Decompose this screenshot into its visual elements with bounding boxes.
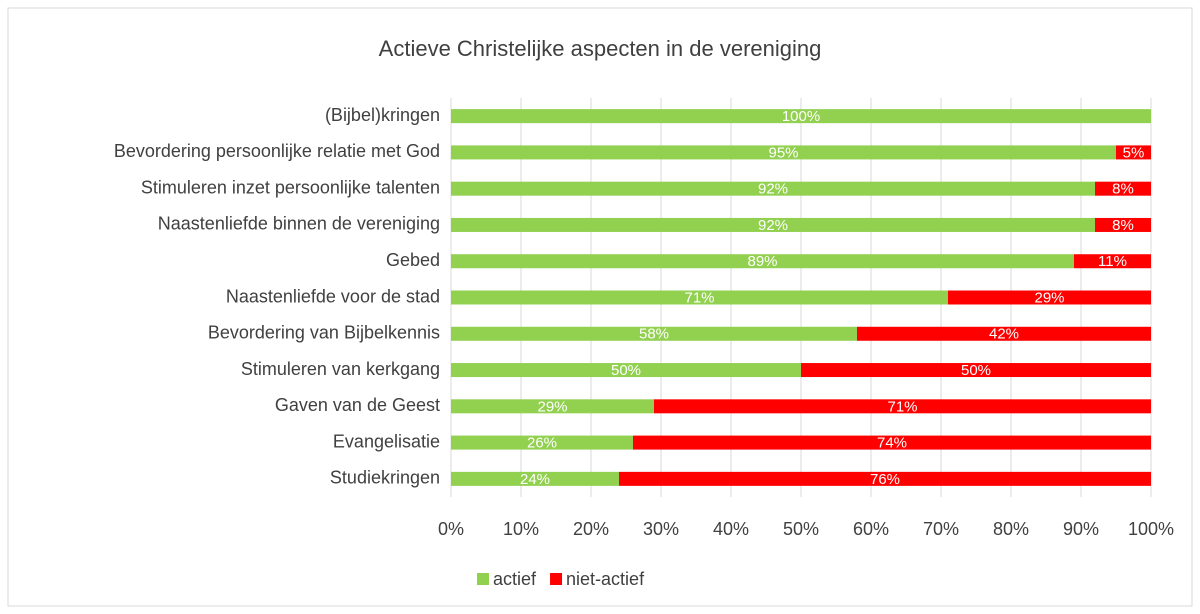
data-label: 8% [1112, 181, 1134, 198]
bar-segment [654, 399, 1151, 414]
data-label: 74% [877, 435, 907, 452]
y-tick-label: Naastenliefde binnen de vereniging [158, 214, 440, 234]
data-label: 5% [1123, 144, 1145, 161]
x-tick-label: 100% [1128, 519, 1174, 539]
y-tick-label: Naastenliefde voor de stad [226, 286, 440, 306]
y-tick-label: Gebed [386, 250, 440, 270]
y-tick-label: Bevordering van Bijbelkennis [208, 323, 440, 343]
data-label: 42% [989, 326, 1019, 343]
y-tick-label: Bevordering persoonlijke relatie met God [114, 141, 440, 161]
data-label: 95% [768, 144, 798, 161]
data-label: 8% [1112, 217, 1134, 234]
x-tick-label: 60% [853, 519, 889, 539]
data-label: 100% [782, 108, 820, 125]
bar-segment [451, 435, 633, 450]
legend-swatch [477, 573, 489, 585]
y-tick-label: Studiekringen [330, 468, 440, 488]
data-label: 92% [758, 181, 788, 198]
bar-segment [1074, 254, 1151, 269]
y-tick-label: Gaven van de Geest [275, 395, 440, 415]
data-label: 76% [870, 471, 900, 488]
y-tick-label: Stimuleren inzet persoonlijke talenten [141, 177, 440, 197]
data-label: 50% [611, 362, 641, 379]
legend-label: niet-actief [566, 569, 645, 589]
x-tick-label: 70% [923, 519, 959, 539]
bar-segment [451, 109, 1151, 124]
chart-title: Actieve Christelijke aspecten in de vere… [379, 36, 822, 61]
x-tick-label: 80% [993, 519, 1029, 539]
bar-segment [1095, 181, 1151, 196]
data-label: 89% [747, 253, 777, 270]
y-tick-label: (Bijbel)kringen [325, 105, 440, 125]
x-tick-label: 20% [573, 519, 609, 539]
bar-segment [451, 326, 857, 341]
data-label: 58% [639, 326, 669, 343]
chart-frame [7, 7, 1193, 607]
data-label: 11% [1098, 253, 1127, 270]
bar-segment [451, 399, 654, 414]
data-label: 71% [887, 398, 917, 415]
bar-segment [451, 217, 1095, 232]
bar-segment [451, 181, 1095, 196]
bar-segment [633, 435, 1151, 450]
data-label: 24% [520, 471, 550, 488]
bar-segment [801, 363, 1151, 378]
x-tick-label: 90% [1063, 519, 1099, 539]
bar-segment [451, 145, 1116, 160]
bar-segment [451, 254, 1074, 269]
x-tick-label: 10% [503, 519, 539, 539]
legend-label: actief [493, 569, 537, 589]
bar-segment [451, 471, 619, 486]
y-tick-label: Evangelisatie [333, 431, 440, 451]
bar-segment [451, 290, 948, 305]
bar-segment [1095, 217, 1151, 232]
data-label: 29% [1034, 289, 1064, 306]
data-label: 92% [758, 217, 788, 234]
x-tick-label: 0% [438, 519, 464, 539]
bar-segment [857, 326, 1151, 341]
data-label: 29% [537, 398, 567, 415]
bar-segment [1116, 145, 1151, 160]
x-tick-label: 30% [643, 519, 679, 539]
legend-swatch [550, 573, 563, 585]
data-label: 71% [684, 289, 714, 306]
y-tick-label: Stimuleren van kerkgang [241, 359, 440, 379]
x-tick-label: 50% [783, 519, 819, 539]
bar-segment [451, 363, 801, 378]
x-tick-label: 40% [713, 519, 749, 539]
data-label: 50% [961, 362, 991, 379]
bar-segment [948, 290, 1151, 305]
bar-segment [619, 471, 1151, 486]
data-label: 26% [527, 435, 557, 452]
